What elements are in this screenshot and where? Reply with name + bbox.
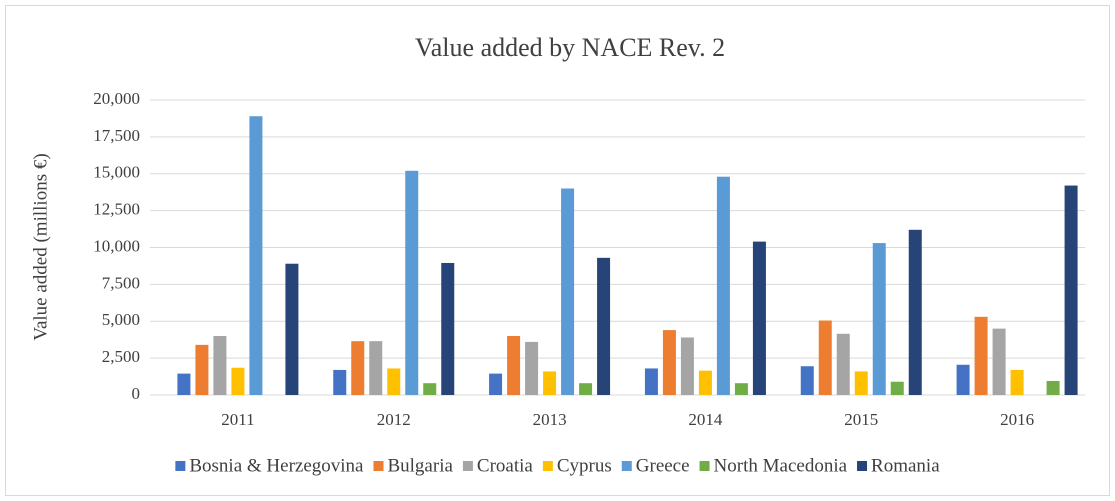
- bar: [195, 344, 209, 395]
- legend-swatch: [699, 461, 710, 471]
- bar: [890, 381, 904, 395]
- bar: [213, 336, 227, 395]
- bar: [752, 241, 766, 395]
- x-tick-label: 2015: [844, 410, 878, 429]
- bar: [644, 368, 658, 395]
- legend-swatch: [462, 461, 473, 471]
- y-tick-label: 10,000: [93, 236, 140, 255]
- bar: [1064, 185, 1078, 395]
- y-tick-label: 7,500: [102, 273, 140, 292]
- bar: [525, 341, 539, 395]
- bar: [561, 188, 575, 395]
- y-tick-label: 2,500: [102, 347, 140, 366]
- bar: [872, 243, 886, 395]
- bar: [405, 170, 419, 395]
- bar: [369, 341, 383, 395]
- legend-label: North Macedonia: [714, 455, 848, 476]
- bar: [734, 383, 748, 395]
- bar: [836, 333, 850, 395]
- bar: [387, 368, 401, 395]
- bar: [231, 367, 245, 395]
- x-tick-label: 2016: [1000, 410, 1034, 429]
- bar: [716, 176, 730, 395]
- y-tick-label: 12,500: [93, 200, 140, 219]
- bar: [285, 263, 299, 395]
- legend-swatch: [857, 461, 868, 471]
- bar: [1046, 380, 1060, 395]
- bar: [543, 371, 557, 395]
- bar: [698, 370, 712, 395]
- bar: [1010, 369, 1024, 395]
- chart-title: Value added by NACE Rev. 2: [415, 33, 725, 62]
- bar: [441, 262, 455, 395]
- y-tick-label: 17,500: [93, 126, 140, 145]
- bar: [423, 383, 437, 395]
- legend-label: Romania: [871, 455, 940, 476]
- bar: [992, 328, 1006, 395]
- x-tick-label: 2014: [688, 410, 723, 429]
- bar: [908, 229, 922, 395]
- chart-frame: [5, 5, 1110, 496]
- bar: [854, 371, 868, 395]
- bar: [507, 336, 521, 395]
- legend-label: Croatia: [477, 455, 533, 476]
- legend-swatch: [621, 461, 632, 471]
- bar: [680, 337, 694, 395]
- bar: [177, 373, 191, 395]
- legend-swatch: [542, 461, 553, 471]
- bar: [489, 373, 503, 395]
- bar: [351, 341, 365, 395]
- bar: [800, 366, 814, 395]
- bar: [597, 257, 611, 395]
- x-tick-label: 2011: [221, 410, 254, 429]
- bar: [956, 364, 970, 395]
- y-tick-label: 0: [132, 384, 141, 403]
- legend-label: Bulgaria: [387, 455, 453, 476]
- y-tick-label: 15,000: [93, 163, 140, 182]
- y-tick-label: 20,000: [93, 89, 140, 108]
- bar: [662, 330, 676, 395]
- x-tick-label: 2012: [377, 410, 411, 429]
- bar: [333, 369, 347, 395]
- y-axis-label: Value added (millions €): [30, 153, 51, 340]
- legend-label: Bosnia & Herzegovina: [189, 455, 364, 476]
- legend-label: Greece: [636, 455, 690, 476]
- y-tick-label: 5,000: [102, 310, 140, 329]
- bar: [974, 316, 988, 395]
- bar: [249, 116, 263, 395]
- bar: [818, 320, 832, 395]
- x-tick-label: 2013: [533, 410, 567, 429]
- legend-swatch: [373, 461, 384, 471]
- legend-label: Cyprus: [557, 455, 612, 476]
- bar: [579, 383, 593, 395]
- legend-swatch: [175, 461, 186, 471]
